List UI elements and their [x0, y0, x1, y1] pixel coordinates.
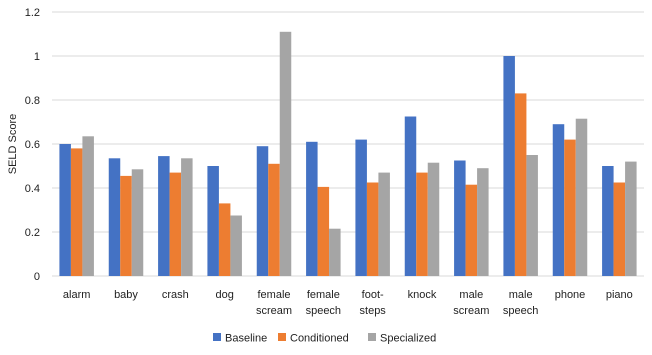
bar-conditioned-phone [564, 139, 576, 276]
bar-baseline-baby [108, 158, 121, 276]
x-tick-label: piano [606, 289, 633, 301]
bar-conditioned-piano [613, 182, 626, 276]
legend-swatch-specialized [368, 333, 376, 341]
y-tick-label: 1.2 [25, 7, 40, 19]
bar-baseline-dog [207, 166, 219, 276]
x-tick-label: alarm [63, 289, 91, 301]
x-axis-ticks: alarm baby crash dog female scream female speec… [63, 289, 633, 317]
bar-conditioned-dog [218, 203, 231, 276]
x-tick-label: female [307, 289, 340, 301]
bar-baseline-crash [158, 156, 170, 276]
bar-baseline-foot--steps [355, 139, 367, 276]
bar-specialized-phone [575, 118, 588, 276]
bar-baseline-male-speech [503, 56, 515, 276]
x-tick-label: foot- [362, 289, 384, 301]
y-tick-label: 0 [34, 271, 40, 283]
bar-specialized-alarm [82, 136, 94, 276]
bar-specialized-piano [625, 161, 637, 276]
bar-specialized-male-speech [526, 155, 538, 276]
bar-baseline-male-scream [454, 160, 466, 276]
bar-conditioned-foot--steps [366, 182, 379, 276]
x-tick-label: speech [306, 305, 341, 317]
legend-label-baseline: Baseline [225, 333, 267, 345]
x-tick-label: scream [256, 305, 292, 317]
bar-baseline-piano [602, 166, 614, 276]
bar-conditioned-knock [416, 172, 428, 276]
x-tick-label: scream [453, 305, 489, 317]
bar-specialized-crash [181, 158, 193, 276]
x-tick-label: speech [503, 305, 538, 317]
y-axis-ticks: 0 0.2 0.4 0.6 0.8 1 1.2 [25, 7, 40, 283]
bar-conditioned-male-scream [465, 184, 478, 276]
bar-baseline-phone [552, 124, 565, 276]
bar-conditioned-baby [120, 175, 132, 276]
legend-label-conditioned: Conditioned [290, 333, 349, 345]
bar-specialized-male-scream [477, 168, 489, 276]
bar-conditioned-female-scream [268, 163, 280, 276]
x-tick-label: male [509, 289, 533, 301]
bar-specialized-female-speech [329, 228, 341, 276]
legend-label-specialized: Specialized [380, 333, 436, 345]
y-tick-label: 0.2 [25, 227, 40, 239]
x-tick-label: baby [114, 289, 138, 301]
bar-baseline-female-scream [256, 146, 269, 276]
bar-baseline-alarm [59, 144, 71, 276]
y-tick-label: 0.4 [25, 183, 40, 195]
x-tick-label: steps [360, 305, 387, 317]
bar-baseline-knock [404, 116, 417, 276]
x-tick-label: knock [408, 289, 437, 301]
legend-swatch-conditioned [278, 333, 286, 341]
legend-swatch-baseline [213, 333, 221, 341]
bar-conditioned-male-speech [514, 93, 527, 277]
x-tick-label: female [257, 289, 290, 301]
x-tick-label: dog [215, 289, 233, 301]
y-tick-label: 0.6 [25, 139, 40, 151]
bar-conditioned-female-speech [317, 186, 330, 276]
bar-specialized-female-scream [279, 31, 292, 276]
y-tick-label: 0.8 [25, 95, 40, 107]
x-tick-label: crash [162, 289, 189, 301]
legend: Baseline Conditioned Specialized [213, 333, 436, 345]
bar-specialized-baby [131, 169, 144, 276]
bar-specialized-dog [230, 215, 242, 276]
x-tick-label: male [459, 289, 483, 301]
bar-specialized-foot--steps [378, 172, 390, 276]
bar-conditioned-alarm [70, 148, 83, 276]
bar-specialized-knock [427, 162, 440, 276]
y-tick-label: 1 [34, 51, 40, 63]
x-tick-label: phone [555, 289, 586, 301]
y-axis-label: SELD Score [7, 114, 19, 175]
bar-baseline-female-speech [306, 141, 318, 276]
bar-conditioned-crash [169, 172, 182, 276]
grid-lines [52, 11, 644, 277]
bars [59, 31, 637, 277]
